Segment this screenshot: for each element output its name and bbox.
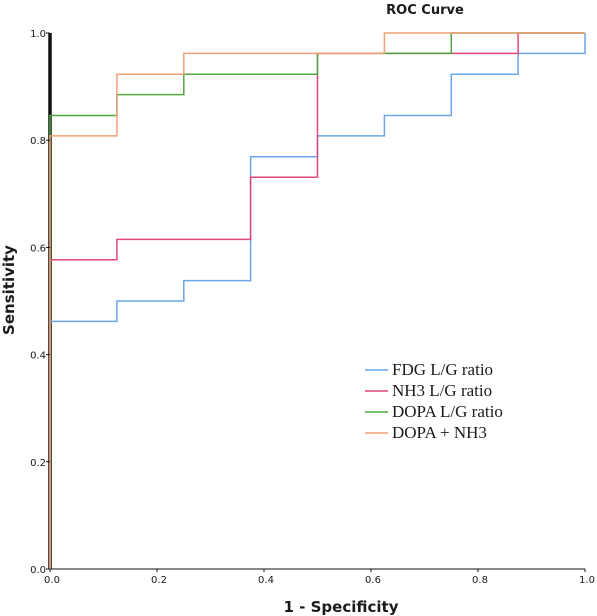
chart-title: ROC Curve xyxy=(386,3,464,18)
x-tick-label: 0.2 xyxy=(151,575,167,586)
series-layer xyxy=(49,32,586,569)
y-tick-label: 0.2 xyxy=(30,458,46,469)
series-line-dopa-nh3 xyxy=(49,32,585,569)
y-tick-label: 0.4 xyxy=(30,351,46,362)
y-tick-label: 0.8 xyxy=(30,136,46,147)
x-tick-label: 0.4 xyxy=(258,575,274,586)
y-tick-label: 1.0 xyxy=(30,29,46,40)
x-tick-label: 1.0 xyxy=(579,575,595,586)
ticks-layer: 0.0 0.2 0.4 0.6 0.8 1.0 0.0 0.2 0.4 0.6 0.8 1.0 xyxy=(30,29,595,586)
x-tick-label: 0.8 xyxy=(472,575,488,586)
legend-label: DOPA + NH3 xyxy=(392,423,487,442)
legend-label: NH3 L/G ratio xyxy=(392,381,492,400)
y-axis-label: Sensitivity xyxy=(0,245,18,335)
x-tick-label: 0.0 xyxy=(44,575,60,586)
legend: FDG L/G ratio NH3 L/G ratio DOPA L/G ratio… xyxy=(365,360,503,442)
y-tick-label: 0.6 xyxy=(30,243,46,254)
x-tick-label: 0.6 xyxy=(365,575,381,586)
series-line-nh3-l-g-ratio xyxy=(49,32,585,569)
y-tick-label: 0.0 xyxy=(30,565,46,576)
x-axis-label: 1 - Specificity xyxy=(284,598,399,616)
legend-label: DOPA L/G ratio xyxy=(392,402,503,421)
legend-label: FDG L/G ratio xyxy=(392,360,493,379)
